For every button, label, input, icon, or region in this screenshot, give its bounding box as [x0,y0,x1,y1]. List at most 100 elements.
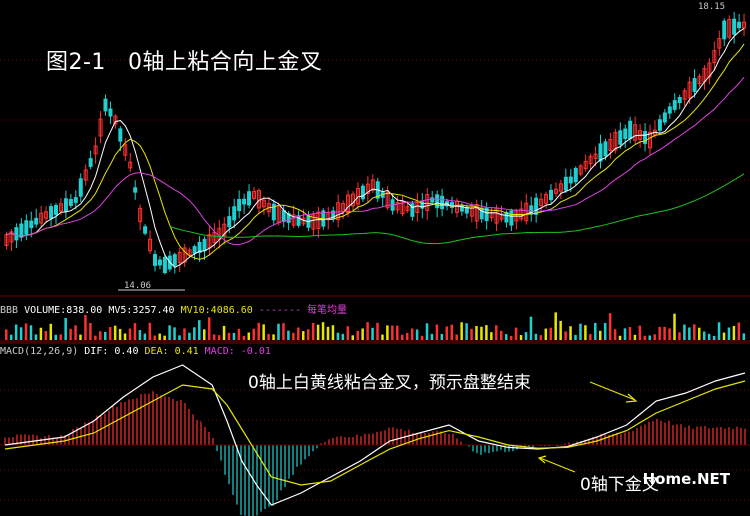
mv10-value: MV10:4086.60 [180,305,253,316]
volume-bar [257,322,260,340]
candle-body [128,161,133,169]
volume-bar [391,325,394,340]
volume-bar [24,323,28,340]
candle-body [573,167,578,183]
candle-body [677,97,682,103]
candle-body [435,194,440,209]
volume-bar [524,332,528,340]
candle-body [440,195,445,210]
candle-body [563,176,568,191]
candle-body [197,241,202,254]
candle-body [162,256,167,274]
volume-bar [336,332,340,340]
candle-body [232,206,237,221]
volume-bar [589,334,592,340]
candle-body [459,205,464,212]
candle-body [648,131,652,149]
candle-body [271,203,276,221]
volume-bar [371,327,374,340]
candle-body [336,202,341,221]
volume-bar [668,328,671,340]
macd-lines [4,364,746,506]
volume-bar [455,334,458,340]
volume-bar [450,324,453,340]
volume-bar [178,335,181,340]
candle-body [83,169,88,181]
candle-body [113,115,118,125]
candle-body [568,176,573,184]
candle-body [534,197,539,215]
annotation-arrow-bottom [539,457,576,473]
annotation-arrows [118,289,638,473]
candle-body [430,197,435,203]
volume-bar [183,328,186,340]
volume-bar [396,325,399,340]
candle-body [63,198,68,212]
volume-bar [623,328,627,340]
candle-body [410,203,415,217]
volume-bar [168,325,171,340]
candle-body [553,188,558,194]
annotation-arrowhead-bottom [537,455,547,464]
volume-bar [173,327,176,340]
ma10-line [6,43,745,260]
volume-bar [267,334,270,340]
annotation-bottom: 0轴下金叉 [580,475,659,495]
volume-bar [742,333,746,340]
volume-bar [698,327,701,340]
candle-body [44,211,49,219]
volume-bar [59,334,62,340]
volume-bar [485,325,488,340]
candle-body [202,238,207,252]
annotation-arrowhead-top [625,393,638,403]
volume-bar [435,324,439,340]
volume-bar [207,317,211,340]
volume-bar [326,326,330,340]
candle-body [727,18,732,38]
volume-bar [351,335,354,340]
price-high-label: 18.15 [698,2,726,12]
ma5-line [6,28,745,269]
candle-body [346,194,351,213]
volume-bar [143,333,147,340]
candle-body [385,191,390,209]
candle-body [39,212,44,224]
macd-series-dea [4,380,746,486]
candle-body [19,223,24,238]
volume-bar [49,323,53,340]
candle-body [608,138,613,152]
candle-body [316,211,321,229]
volume-header: BBB VOLUME:838.00 MV5:3257.40 MV10:4086.60-… [0,301,353,316]
volume-bar [415,329,419,340]
volume-bar [203,329,206,340]
candle-body [54,205,58,215]
candle-body [603,141,608,157]
volume-bar [564,331,567,340]
volume-bar [277,323,280,340]
volume-bar [519,335,523,340]
volume-bar [14,324,18,340]
volume-bar [643,335,647,340]
candle-body [222,223,227,237]
volume-bar [653,334,656,340]
candle-body [212,231,217,244]
candle-body [400,200,405,215]
candle-body [425,194,430,211]
mv5-value: MV5:3257.40 [108,305,175,316]
candle-body [474,204,479,222]
volume-bar [361,328,364,340]
candle-body [549,189,553,201]
volume-bar [158,333,161,340]
candle-body [247,191,252,206]
candle-body [123,144,128,156]
volume-bar [376,322,379,340]
volume-bar [247,332,251,340]
volume-bar [460,322,463,340]
candle-body [598,143,603,162]
volume-bar [118,328,122,340]
volume-bar [381,334,384,340]
volume-bar [608,313,612,340]
volume-prefix: BBB [0,305,19,316]
volume-bar [539,335,543,340]
candle-body [504,211,509,223]
